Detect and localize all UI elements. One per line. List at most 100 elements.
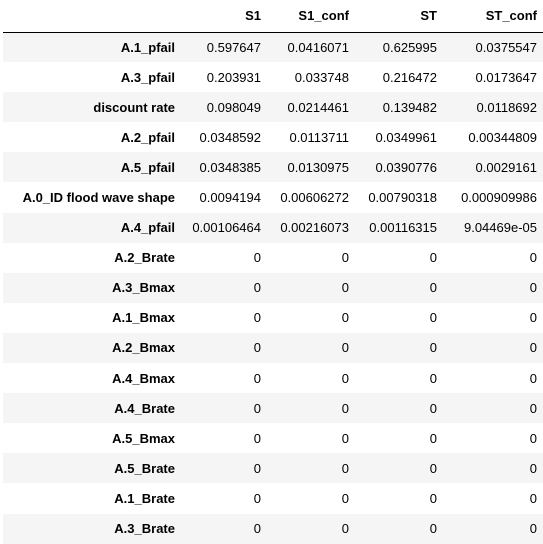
row-index-label: discount rate — [93, 99, 175, 115]
cell-st: 0 — [429, 430, 437, 446]
row-index-label: A.3_Brate — [114, 521, 175, 537]
cell-st-conf: 0.0375547 — [475, 39, 537, 55]
cell-s1: 0.203931 — [206, 69, 261, 85]
cell-s1: 0 — [253, 310, 261, 326]
cell-st-conf: 0 — [529, 310, 537, 326]
cell-s1: 0 — [253, 340, 261, 356]
cell-s1: 0.098049 — [206, 99, 261, 115]
cell-st: 0.139482 — [382, 99, 437, 115]
cell-s1: 0.0348385 — [199, 159, 261, 175]
cell-st: 0.00116315 — [369, 220, 437, 236]
cell-s1: 0 — [253, 490, 261, 506]
row-index-label: A.5_Brate — [114, 460, 175, 476]
row-index-label: A.2_Brate — [114, 250, 175, 266]
cell-s1-conf: 0 — [341, 250, 349, 266]
row-index-label: A.3_Bmax — [112, 280, 175, 296]
cell-st: 0.00790318 — [368, 190, 437, 206]
cell-s1: 0 — [253, 280, 261, 296]
table-row: A.4_pfail 0.00106464 0.00216073 0.00116315 9… — [3, 212, 543, 243]
cell-st-conf: 0 — [529, 430, 537, 446]
cell-st-conf: 0 — [529, 250, 537, 266]
header-st-conf: ST_conf — [443, 0, 543, 33]
table-row: A.3_Bmax 0 0 0 0 — [3, 272, 543, 303]
cell-st: 0 — [429, 250, 437, 266]
table-row: A.3_pfail 0.203931 0.033748 0.216472 0.01736… — [3, 62, 543, 92]
cell-st-conf: 0.0173647 — [475, 69, 537, 85]
cell-st: 0 — [429, 310, 437, 326]
cell-s1: 0.0094194 — [199, 190, 261, 206]
cell-s1-conf: 0.0416071 — [287, 39, 349, 55]
cell-s1-conf: 0 — [341, 430, 349, 446]
table-row: A.1_pfail 0.597647 0.0416071 0.625995 0.0375… — [3, 32, 543, 63]
row-index-label: A.4_Brate — [114, 400, 175, 416]
cell-st: 0 — [429, 280, 437, 296]
cell-s1-conf: 0.033748 — [294, 69, 349, 85]
cell-st-conf: 0 — [529, 521, 537, 537]
cell-s1: 0 — [253, 430, 261, 446]
cell-s1-conf: 0.00216073 — [280, 220, 349, 236]
header-s1-conf: S1_conf — [267, 0, 355, 33]
cell-st-conf: 0.0029161 — [475, 159, 537, 175]
row-index-label: A.4_pfail — [120, 220, 175, 236]
cell-st-conf: 0 — [529, 400, 537, 416]
cell-st: 0.216472 — [382, 69, 437, 85]
cell-s1-conf: 0 — [341, 490, 349, 506]
cell-st: 0.625995 — [382, 39, 437, 55]
table-row: A.0_ID flood wave shape 0.0094194 0.006062… — [3, 182, 543, 212]
cell-st: 0 — [429, 460, 437, 476]
cell-s1: 0 — [253, 521, 261, 537]
row-index-label: A.3_pfail — [120, 69, 175, 85]
cell-s1: 0 — [253, 250, 261, 266]
header-s1: S1 — [181, 0, 267, 33]
cell-s1-conf: 0 — [341, 340, 349, 356]
cell-s1: 0 — [253, 400, 261, 416]
cell-s1: 0 — [253, 460, 261, 476]
cell-st: 0 — [429, 521, 437, 537]
table-row: A.4_Brate 0 0 0 0 — [3, 393, 543, 424]
table-row: A.2_Bmax 0 0 0 0 — [3, 332, 543, 364]
cell-st-conf: 0.0118692 — [476, 99, 538, 115]
cell-st: 0.0349961 — [375, 129, 437, 145]
table-row: A.5_Brate 0 0 0 0 — [3, 453, 543, 484]
cell-s1-conf: 0 — [341, 521, 349, 537]
cell-s1-conf: 0.00606272 — [280, 190, 349, 206]
cell-s1-conf: 0 — [341, 280, 349, 296]
table-row: A.2_pfail 0.0348592 0.0113711 0.0349961 0.00… — [3, 122, 543, 152]
header-index — [3, 0, 181, 33]
table-row: discount rate 0.098049 0.0214461 0.139482 0.… — [3, 92, 543, 123]
cell-st: 0 — [429, 340, 437, 356]
header-row: S1 S1_conf ST ST_conf — [3, 0, 543, 33]
table-row: A.3_Brate 0 0 0 0 — [3, 513, 543, 544]
cell-s1: 0.0348592 — [199, 129, 261, 145]
table-header: S1 S1_conf ST ST_conf — [3, 0, 543, 33]
table-row: A.1_Bmax 0 0 0 0 — [3, 303, 543, 333]
table-row: A.2_Brate 0 0 0 0 — [3, 243, 543, 273]
cell-st-conf: 0.000909986 — [461, 190, 537, 206]
row-index-label: A.4_Bmax — [112, 370, 175, 386]
cell-st-conf: 0 — [529, 280, 537, 296]
cell-s1-conf: 0.0214461 — [287, 99, 349, 115]
cell-s1-conf: 0 — [341, 460, 349, 476]
cell-st: 0.0390776 — [375, 159, 437, 175]
row-index-label: A.1_Brate — [114, 490, 175, 506]
table-body: A.1_pfail 0.597647 0.0416071 0.625995 0.0375… — [3, 32, 543, 544]
cell-st: 0 — [429, 400, 437, 416]
cell-s1: 0.00106464 — [192, 220, 261, 236]
cell-st-conf: 0 — [529, 460, 537, 476]
dataframe-table: S1 S1_conf ST ST_conf A.1_pfail 0.597647 0… — [3, 0, 543, 544]
row-index-label: A.1_pfail — [120, 39, 175, 55]
header-st: ST — [355, 0, 443, 33]
cell-s1: 0 — [253, 370, 261, 386]
table-row: A.5_Bmax 0 0 0 0 — [3, 423, 543, 453]
row-index-label: A.5_pfail — [120, 159, 175, 175]
cell-s1-conf: 0 — [341, 310, 349, 326]
cell-s1: 0.597647 — [206, 39, 261, 55]
row-index-label: A.1_Bmax — [112, 310, 175, 326]
table-row: A.4_Bmax 0 0 0 0 — [3, 363, 543, 393]
cell-st-conf: 0 — [529, 490, 537, 506]
row-index-label: A.5_Bmax — [112, 430, 175, 446]
cell-st-conf: 9.04469e-05 — [463, 220, 537, 236]
cell-s1-conf: 0.0130975 — [287, 159, 349, 175]
row-index-label: A.2_pfail — [120, 129, 175, 145]
cell-s1-conf: 0 — [341, 400, 349, 416]
